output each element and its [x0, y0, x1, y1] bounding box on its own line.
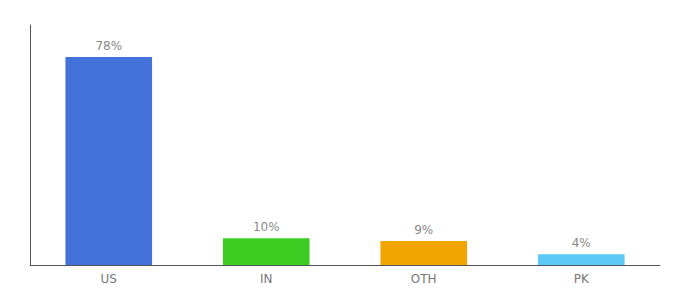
svg-text:US: US	[101, 272, 117, 286]
svg-text:4%: 4%	[572, 236, 591, 250]
svg-text:78%: 78%	[95, 39, 122, 53]
svg-text:IN: IN	[260, 272, 273, 286]
svg-text:OTH: OTH	[411, 272, 437, 286]
svg-text:10%: 10%	[253, 220, 280, 234]
svg-text:PK: PK	[574, 272, 590, 286]
svg-text:9%: 9%	[414, 223, 433, 237]
